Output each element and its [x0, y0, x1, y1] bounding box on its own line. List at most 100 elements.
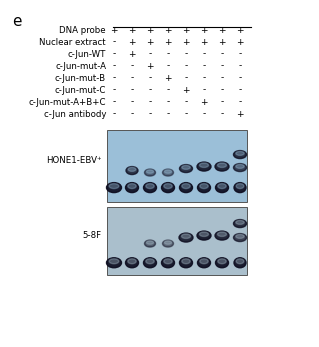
- Text: -: -: [220, 110, 224, 118]
- Ellipse shape: [146, 259, 154, 264]
- Ellipse shape: [199, 232, 209, 236]
- Ellipse shape: [144, 258, 157, 268]
- Text: +: +: [128, 25, 136, 34]
- Text: +: +: [182, 37, 190, 46]
- Ellipse shape: [109, 259, 119, 264]
- Text: -: -: [148, 74, 152, 83]
- Ellipse shape: [125, 183, 138, 193]
- Text: -: -: [202, 61, 206, 70]
- Text: c-Jun-mut-A: c-Jun-mut-A: [55, 61, 106, 70]
- Text: -: -: [148, 85, 152, 94]
- Text: -: -: [112, 61, 115, 70]
- Ellipse shape: [200, 184, 208, 189]
- Ellipse shape: [182, 166, 190, 169]
- Ellipse shape: [236, 151, 244, 155]
- Text: +: +: [236, 37, 244, 46]
- Text: +: +: [218, 37, 226, 46]
- Ellipse shape: [128, 259, 136, 264]
- Text: -: -: [220, 61, 224, 70]
- Text: +: +: [182, 25, 190, 34]
- Ellipse shape: [218, 232, 226, 236]
- Text: +: +: [164, 25, 172, 34]
- Ellipse shape: [218, 184, 226, 189]
- Text: +: +: [146, 61, 154, 70]
- Text: -: -: [167, 50, 170, 59]
- Text: 5-8F: 5-8F: [83, 231, 102, 240]
- Ellipse shape: [164, 184, 172, 189]
- Ellipse shape: [164, 241, 172, 244]
- Text: HONE1-EBV⁺: HONE1-EBV⁺: [46, 156, 102, 165]
- Text: -: -: [130, 85, 134, 94]
- Text: -: -: [167, 98, 170, 107]
- Ellipse shape: [125, 258, 138, 268]
- Text: +: +: [128, 50, 136, 59]
- Ellipse shape: [182, 259, 190, 264]
- Text: -: -: [184, 110, 188, 118]
- Text: -: -: [148, 110, 152, 118]
- Ellipse shape: [128, 167, 136, 171]
- Text: -: -: [130, 74, 134, 83]
- Ellipse shape: [145, 240, 155, 247]
- Text: -: -: [220, 50, 224, 59]
- Ellipse shape: [197, 183, 211, 193]
- Ellipse shape: [197, 258, 211, 268]
- Text: Nuclear extract: Nuclear extract: [39, 37, 106, 46]
- Text: +: +: [164, 37, 172, 46]
- Ellipse shape: [215, 231, 229, 240]
- Text: -: -: [238, 61, 241, 70]
- Text: c-Jun-mut-C: c-Jun-mut-C: [55, 85, 106, 94]
- Ellipse shape: [164, 259, 172, 264]
- Text: +: +: [110, 25, 118, 34]
- Text: -: -: [112, 110, 115, 118]
- Ellipse shape: [197, 231, 211, 240]
- Ellipse shape: [236, 184, 244, 189]
- Text: -: -: [167, 85, 170, 94]
- Text: +: +: [164, 74, 172, 83]
- Text: -: -: [112, 85, 115, 94]
- Ellipse shape: [199, 163, 209, 168]
- Ellipse shape: [144, 183, 157, 193]
- Text: -: -: [238, 74, 241, 83]
- Text: -: -: [167, 110, 170, 118]
- Text: -: -: [238, 50, 241, 59]
- Text: -: -: [238, 85, 241, 94]
- Text: -: -: [220, 74, 224, 83]
- Text: -: -: [167, 61, 170, 70]
- Ellipse shape: [161, 258, 174, 268]
- Text: -: -: [184, 98, 188, 107]
- Ellipse shape: [164, 170, 172, 173]
- Bar: [107, 207, 247, 275]
- Text: -: -: [112, 98, 115, 107]
- Text: c-Jun-mut-A+B+C: c-Jun-mut-A+B+C: [28, 98, 106, 107]
- Text: -: -: [238, 98, 241, 107]
- Bar: [107, 130, 247, 202]
- Text: -: -: [220, 85, 224, 94]
- Ellipse shape: [128, 184, 136, 189]
- Ellipse shape: [146, 241, 153, 244]
- Ellipse shape: [216, 258, 228, 268]
- Ellipse shape: [236, 220, 244, 225]
- Text: -: -: [130, 110, 134, 118]
- Ellipse shape: [180, 183, 192, 193]
- Ellipse shape: [234, 258, 246, 268]
- Ellipse shape: [107, 183, 122, 193]
- Ellipse shape: [216, 183, 228, 193]
- Text: +: +: [218, 25, 226, 34]
- Text: -: -: [184, 50, 188, 59]
- Text: -: -: [202, 74, 206, 83]
- Ellipse shape: [218, 163, 226, 168]
- Ellipse shape: [200, 259, 208, 264]
- Text: c-Jun-mut-B: c-Jun-mut-B: [55, 74, 106, 83]
- Text: e: e: [12, 14, 21, 29]
- Text: -: -: [112, 50, 115, 59]
- Ellipse shape: [162, 169, 174, 176]
- Ellipse shape: [146, 184, 154, 189]
- Ellipse shape: [197, 162, 211, 171]
- Text: +: +: [182, 85, 190, 94]
- Ellipse shape: [109, 184, 119, 189]
- Text: +: +: [128, 37, 136, 46]
- Text: -: -: [220, 98, 224, 107]
- Ellipse shape: [145, 169, 155, 176]
- Text: -: -: [130, 61, 134, 70]
- Ellipse shape: [146, 170, 153, 173]
